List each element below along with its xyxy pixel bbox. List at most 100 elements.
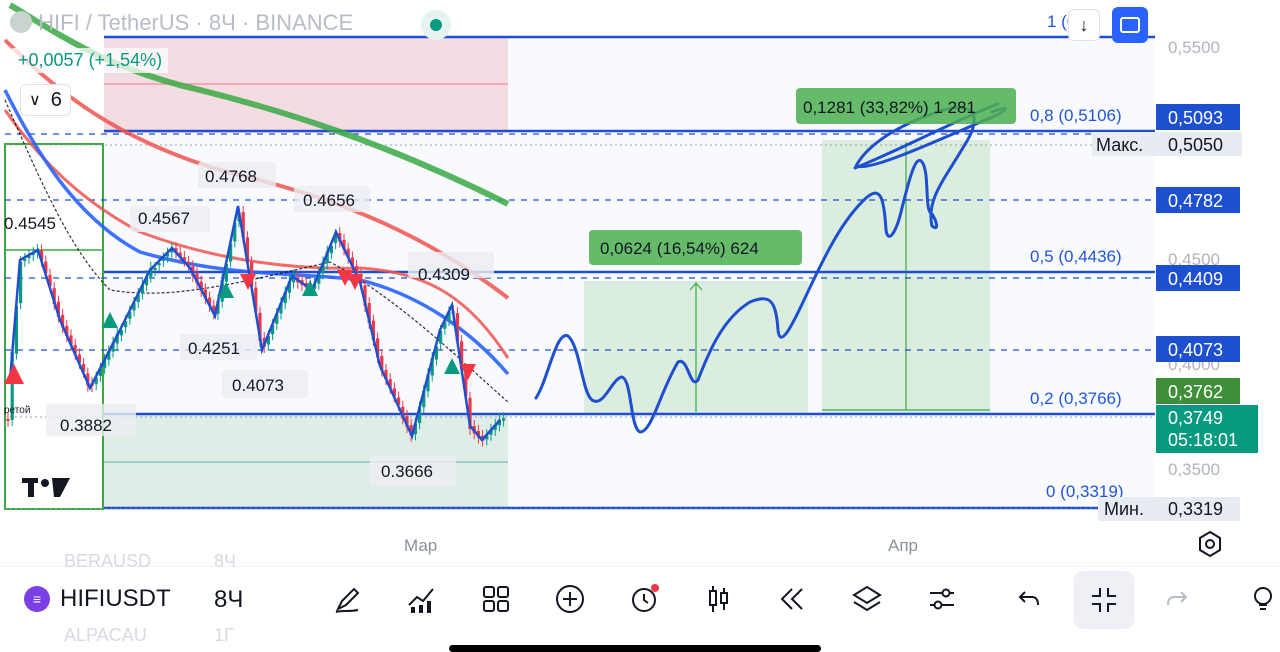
candle-body: [128, 312, 132, 319]
candle-body: [82, 363, 86, 372]
price-label: 0,5050: [1168, 135, 1223, 155]
interval-button[interactable]: 8Ч: [214, 586, 244, 613]
candle-body: [405, 415, 409, 428]
candle-body: [430, 357, 434, 376]
symbol-header[interactable]: HIFI / TetherUS · 8Ч · BINANCE: [10, 10, 353, 36]
candle-body: [392, 388, 396, 397]
candle-body: [422, 390, 426, 408]
candle-body: [10, 352, 14, 420]
measure-label-2: 0,1281 (33,82%) 1 281: [803, 98, 976, 117]
pen-icon[interactable]: [328, 579, 368, 619]
bottom-toolbar: BERAUSD 8Ч ALPACAU 1Г ≡ HIFIUSDT 8Ч: [0, 551, 1280, 645]
candle-body: [359, 274, 363, 284]
fullscreen-toggle-icon[interactable]: [1112, 7, 1148, 43]
candle-body: [86, 373, 90, 386]
swing-label: 0.4251: [188, 339, 240, 358]
price-chart[interactable]: 0.4768 0.4656 0.4567 0.4545 0.4309 0.425…: [0, 0, 1280, 560]
small-label: ретой: [4, 405, 30, 416]
layouts-icon[interactable]: [476, 579, 516, 619]
candle-body: [275, 314, 279, 324]
market-status-icon[interactable]: [421, 10, 451, 40]
price-label: 0,4073: [1168, 340, 1223, 360]
min-label: Мин.: [1104, 499, 1144, 519]
candle-body: [115, 333, 119, 344]
max-label: Макс.: [1096, 135, 1143, 155]
replay-icon[interactable]: [772, 579, 812, 619]
price-change: +0,0057 (+1,54%): [12, 48, 169, 73]
candle-body: [241, 212, 245, 238]
candle-body: [464, 369, 468, 397]
candle-body: [161, 258, 165, 261]
candle-body: [119, 330, 123, 336]
candle-body: [363, 285, 367, 306]
candle-body: [187, 261, 191, 265]
candle-body: [271, 325, 275, 335]
candle-body: [19, 261, 23, 304]
candle-body: [208, 297, 212, 306]
candle-body: [40, 250, 44, 261]
price-label: 0,5093: [1168, 108, 1223, 128]
candle-body: [149, 267, 153, 277]
candle-body: [426, 374, 430, 392]
candle-body: [287, 281, 291, 293]
candle-body: [174, 248, 178, 253]
candle-body: [94, 377, 98, 385]
candle-body: [367, 303, 371, 324]
fib-label: 0,8 (0,5106): [1030, 106, 1122, 125]
scroll-down-icon[interactable]: ↓: [1068, 9, 1100, 41]
candle-body: [136, 294, 140, 302]
swing-label: 0.4309: [418, 265, 470, 284]
fullscreen-icon[interactable]: [1074, 571, 1134, 629]
candle-body: [111, 342, 115, 352]
candle-body: [73, 344, 77, 354]
candle-body: [166, 253, 170, 257]
candle-body: [56, 301, 60, 317]
candle-body: [6, 419, 10, 421]
candle-body: [409, 425, 413, 436]
candle-body: [384, 369, 388, 380]
swing-label: 0.4768: [205, 167, 257, 186]
candle-body: [98, 368, 102, 377]
candle-body: [203, 289, 207, 299]
candle-body: [182, 257, 186, 261]
candle-body: [376, 338, 380, 358]
price-tick: 0,5500: [1168, 38, 1220, 57]
settings-icon[interactable]: [1199, 530, 1221, 558]
bulb-icon[interactable]: [1242, 579, 1280, 619]
current-price: 0,3749: [1168, 408, 1223, 428]
swing-label: 0.4073: [232, 376, 284, 395]
candle-body: [397, 397, 401, 405]
candle-body: [170, 248, 174, 253]
time-tick: Апр: [888, 536, 918, 555]
candle-body: [103, 359, 107, 368]
settings-sliders-icon[interactable]: [922, 579, 962, 619]
candle-body: [254, 287, 258, 312]
price-tick: 0,4500: [1168, 250, 1220, 269]
candle-body: [334, 235, 338, 244]
undo-icon[interactable]: [1008, 579, 1048, 619]
candle-body: [61, 314, 65, 328]
symbol-button[interactable]: ≡ HIFIUSDT: [24, 585, 171, 613]
add-icon[interactable]: [550, 579, 590, 619]
candle-body: [14, 306, 18, 354]
candle-body: [44, 261, 48, 274]
candle-body: [502, 418, 506, 421]
candle-body: [65, 325, 69, 337]
indicators-collapse-button[interactable]: ∨ 6: [20, 84, 71, 116]
swing-label: 0.4545: [4, 214, 56, 233]
indicators-icon[interactable]: [401, 579, 441, 619]
tradingview-logo: [22, 478, 70, 497]
alert-icon[interactable]: [624, 579, 664, 619]
fib-label: 0 (0,3319): [1046, 482, 1124, 501]
price-label: 0,3762: [1168, 382, 1223, 402]
candle-body: [195, 273, 199, 284]
ghost-symbol: ALPACAU: [64, 625, 147, 645]
swing-label: 0.3882: [60, 416, 112, 435]
candle-body: [434, 346, 438, 360]
swing-label: 0.4656: [303, 191, 355, 210]
price-tick: 0,3500: [1168, 460, 1220, 479]
candle-body: [355, 266, 359, 275]
redo-icon[interactable]: [1158, 579, 1198, 619]
chart-type-icon[interactable]: [698, 579, 738, 619]
layers-icon[interactable]: [847, 579, 887, 619]
